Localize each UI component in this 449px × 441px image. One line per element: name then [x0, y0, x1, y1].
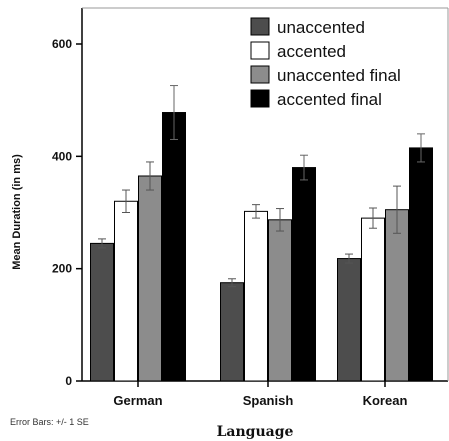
legend-label: unaccented: [277, 18, 365, 37]
legend-swatch: [250, 89, 270, 108]
y-tick-label: 0: [65, 374, 72, 388]
bar: [337, 258, 361, 382]
bar: [162, 112, 186, 382]
legend-label: accented: [277, 42, 346, 61]
bar: [138, 175, 162, 382]
legend-label: unaccented final: [277, 66, 401, 85]
y-axis-title: Mean Duration (in ms): [11, 154, 23, 270]
bar: [385, 209, 409, 382]
bar: [90, 242, 114, 382]
legend: unaccented accented unaccented final accent…: [250, 17, 401, 109]
bar: [268, 219, 292, 382]
x-axis-title: Language: [217, 424, 294, 440]
x-tick-label: Spanish: [243, 393, 294, 408]
x-tick-label: German: [113, 393, 162, 408]
legend-label: accented final: [277, 90, 382, 109]
bar: [114, 200, 138, 382]
error-bars-note: Error Bars: +/- 1 SE: [10, 417, 89, 427]
legend-swatch: [250, 17, 270, 36]
y-tick-label: 200: [52, 262, 72, 276]
bars: [90, 85, 433, 382]
y-tick-label: 600: [52, 37, 72, 51]
y-tick-label: 400: [52, 149, 72, 163]
x-tick-label: Korean: [363, 393, 408, 408]
bar: [292, 167, 316, 382]
legend-swatch: [250, 41, 270, 60]
bar: [409, 147, 433, 382]
bar: [244, 210, 268, 382]
bar: [220, 282, 244, 382]
legend-swatch: [250, 65, 270, 84]
bar: [361, 217, 385, 382]
